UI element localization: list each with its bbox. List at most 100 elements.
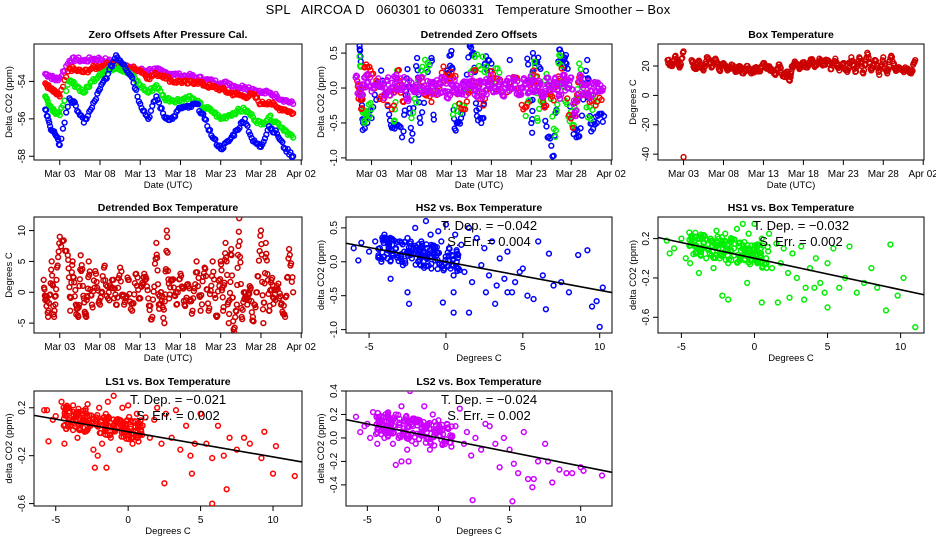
data-point (514, 469, 522, 477)
data-point (220, 304, 227, 311)
data-point (506, 56, 513, 64)
chart-ls1-vs-box: LS1 vs. Box Temperature -5 0 5 10 Degrees C -0… (4, 376, 303, 537)
regression-line (657, 236, 925, 296)
data-point (88, 301, 96, 308)
data-point (442, 221, 450, 228)
data-point (182, 302, 189, 310)
data-point (391, 117, 398, 124)
data-point (824, 304, 831, 311)
data-point (208, 282, 215, 289)
data-point (77, 252, 84, 259)
data-point (206, 126, 214, 134)
data-point (401, 257, 409, 264)
data-point (758, 299, 765, 306)
data-point (236, 217, 243, 222)
data-point (501, 275, 508, 282)
data-point (454, 82, 461, 89)
series-hs2 (42, 52, 297, 160)
data-point (680, 153, 687, 160)
data-point (146, 113, 153, 121)
data-point (276, 290, 283, 297)
data-point (719, 292, 726, 299)
data-point (811, 284, 818, 291)
data-point (412, 440, 419, 447)
data-point (824, 260, 831, 267)
data-point (75, 313, 82, 321)
data-point (59, 125, 67, 132)
data-point (408, 137, 415, 144)
data-point (399, 241, 406, 248)
data-point (552, 133, 559, 141)
data-point (153, 251, 160, 258)
data-point (406, 240, 414, 247)
data-point (41, 286, 48, 293)
data-point (86, 268, 93, 275)
data-point (406, 423, 413, 430)
data-point (758, 235, 765, 242)
data-point (209, 500, 216, 506)
data-point (234, 281, 241, 289)
data-point (554, 86, 562, 93)
data-point (261, 428, 268, 435)
data-point (421, 403, 428, 410)
data-point (121, 424, 128, 431)
data-point (509, 85, 516, 92)
data-point (375, 254, 382, 261)
data-point (262, 239, 269, 247)
points-ls2-vs-box (352, 391, 606, 505)
data-point (114, 284, 122, 291)
data-point (774, 299, 781, 306)
data-point (207, 287, 214, 294)
data-point (255, 273, 262, 280)
data-point (530, 475, 537, 483)
data-point (352, 413, 360, 420)
data-point (260, 319, 267, 327)
data-point (598, 472, 606, 479)
x-tick-label: -5 (363, 515, 372, 526)
data-point (134, 93, 141, 100)
data-point (894, 292, 901, 299)
figure-title: SPL AIRCOA D 060301 to 060331 Temperatur… (265, 2, 671, 17)
y-tick-label: -56 (17, 111, 28, 126)
data-point (682, 255, 689, 262)
y-tick-label: 0.0 (329, 81, 340, 95)
data-point (588, 303, 596, 310)
data-point (496, 78, 504, 85)
data-point (131, 291, 138, 298)
data-point (467, 71, 474, 78)
data-point (589, 106, 596, 114)
data-point (153, 254, 161, 261)
data-point (129, 440, 136, 447)
data-point (289, 110, 297, 117)
data-point (111, 419, 118, 426)
chart-title: Zero Offsets After Pressure Cal. (89, 29, 248, 41)
data-point (257, 227, 265, 234)
data-point (219, 307, 227, 314)
data-point (395, 66, 403, 74)
chart-title: LS2 vs. Box Temperature (416, 376, 541, 388)
y-axis-label: delta CO2 (ppm) (4, 413, 15, 483)
data-point (110, 58, 117, 65)
data-point (223, 486, 230, 493)
data-point (493, 282, 500, 289)
data-point (496, 464, 503, 471)
data-point (142, 414, 149, 421)
y-tick-label: -0.5 (329, 114, 340, 132)
data-point (228, 245, 235, 253)
data-point (102, 419, 110, 426)
data-point (91, 464, 98, 471)
y-tick-label: 0.2 (641, 231, 652, 245)
data-point (406, 391, 414, 395)
data-point (764, 243, 771, 251)
data-point (440, 74, 448, 82)
data-point (394, 238, 401, 246)
data-point (141, 270, 148, 277)
x-tick-label: 5 (198, 515, 204, 526)
data-point (419, 73, 426, 81)
data-point (567, 115, 575, 122)
data-point (163, 227, 170, 234)
data-point (504, 248, 511, 255)
x-tick-label: Mar 18 (165, 169, 197, 180)
standard-error-label: S. Err. = 0.002 (136, 408, 219, 423)
data-point (728, 238, 735, 245)
